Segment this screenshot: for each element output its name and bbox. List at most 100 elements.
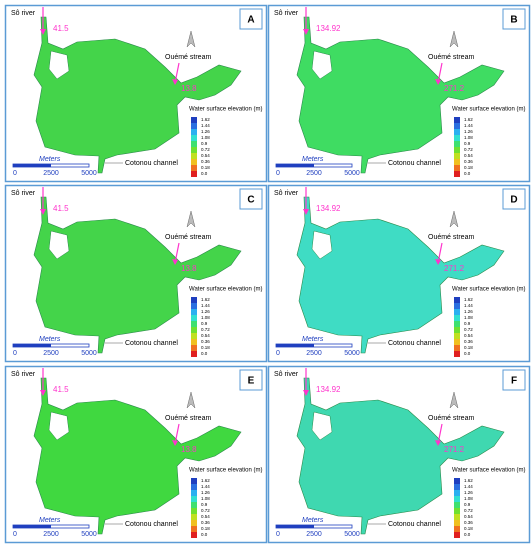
panel-letter: F — [511, 376, 517, 387]
scale-label: 2500 — [43, 350, 59, 357]
legend-title: Water surface elevation (m) — [189, 468, 262, 474]
scale-unit: Meters — [39, 156, 61, 163]
scale-label: 5000 — [81, 531, 97, 538]
legend-label: 0.72 — [201, 327, 210, 332]
legend-label: 0.9 — [201, 141, 208, 146]
legend-label: 0.0 — [201, 351, 208, 356]
legend-label: 0.36 — [464, 159, 473, 164]
legend-swatch — [454, 532, 460, 538]
arrow-head — [40, 390, 46, 396]
scale-label: 2500 — [306, 350, 322, 357]
legend-label: 0.72 — [201, 147, 210, 152]
stream-label: Ouémé stream — [165, 234, 211, 241]
legend-label: 0.72 — [201, 508, 210, 513]
island — [48, 50, 70, 80]
legend-swatch — [454, 159, 460, 165]
legend-swatch — [454, 165, 460, 171]
letter-box — [502, 8, 526, 30]
legend-swatch — [454, 508, 460, 514]
water-body — [33, 377, 242, 535]
water-body — [296, 377, 505, 535]
channel-label: Cotonou channel — [388, 160, 441, 167]
channel-label: Cotonou channel — [125, 160, 178, 167]
arrow-head — [303, 390, 309, 396]
panel-letter: B — [510, 15, 517, 26]
arrow-head — [435, 79, 441, 85]
legend-label: 0.54 — [201, 514, 210, 519]
letter-box — [239, 369, 263, 391]
legend-swatch — [191, 514, 197, 520]
legend-label: 1.62 — [201, 297, 210, 302]
river-label: Sô river — [11, 10, 36, 17]
legend-title: Water surface elevation (m) — [452, 107, 525, 113]
legend-label: 1.08 — [464, 315, 473, 320]
legend-label: 0.18 — [201, 165, 210, 170]
legend-swatch — [454, 123, 460, 129]
island — [311, 50, 333, 80]
legend-label: 1.08 — [464, 135, 473, 140]
legend-label: 0.9 — [464, 321, 471, 326]
legend-swatch — [454, 478, 460, 484]
letter-box — [502, 188, 526, 210]
channel-label: Cotonou channel — [125, 521, 178, 528]
river-value: 41.5 — [53, 385, 69, 394]
river-label: Sô river — [11, 190, 36, 197]
water-body — [296, 196, 505, 354]
legend-label: 1.44 — [464, 123, 473, 128]
legend-swatch — [454, 339, 460, 345]
legend-label: 1.26 — [201, 129, 210, 134]
legend-label: 0.36 — [464, 520, 473, 525]
legend-swatch — [454, 502, 460, 508]
legend-swatch — [191, 153, 197, 159]
legend-label: 0.9 — [201, 321, 208, 326]
legend-swatch — [191, 478, 197, 484]
legend-swatch — [191, 508, 197, 514]
legend-label: 1.44 — [201, 123, 210, 128]
legend-label: 1.08 — [201, 315, 210, 320]
legend-label: 0.36 — [201, 159, 210, 164]
legend-label: 0.36 — [201, 339, 210, 344]
legend-swatch — [454, 333, 460, 339]
scale-label: 5000 — [81, 170, 97, 177]
legend-swatch — [191, 123, 197, 129]
panel-letter: D — [510, 195, 517, 206]
legend-label: 1.44 — [464, 303, 473, 308]
legend-swatch — [191, 303, 197, 309]
river-label: Sô river — [274, 190, 299, 197]
legend-label: 0.54 — [464, 514, 473, 519]
legend-label: 0.0 — [464, 171, 471, 176]
river-value: 134.92 — [316, 204, 341, 213]
arrow-head — [40, 29, 46, 35]
river-value: 41.5 — [53, 24, 69, 33]
legend-swatch — [454, 520, 460, 526]
legend-label: 0.18 — [464, 345, 473, 350]
legend-swatch — [191, 339, 197, 345]
north-arrow — [186, 30, 196, 48]
legend-title: Water surface elevation (m) — [452, 287, 525, 293]
legend-label: 1.62 — [464, 478, 473, 483]
legend-label: 0.0 — [201, 532, 208, 537]
legend-swatch — [191, 117, 197, 123]
legend-label: 0.54 — [464, 153, 473, 158]
legend-label: 1.44 — [201, 303, 210, 308]
legend-swatch — [191, 135, 197, 141]
scale-unit: Meters — [302, 156, 324, 163]
arrow-head — [172, 440, 178, 446]
legend-swatch — [191, 165, 197, 171]
scale-bar-fill — [276, 525, 314, 528]
legend-label: 0.54 — [201, 153, 210, 158]
map-panel: F Sô river 134.92 Ouémé stream 271.2 Cotonou … — [267, 365, 531, 544]
stream-label: Ouémé stream — [428, 54, 474, 61]
legend-label: 1.26 — [201, 490, 210, 495]
scale-bar-fill — [13, 525, 51, 528]
river-label: Sô river — [11, 371, 36, 378]
stream-value: 271.2 — [444, 84, 465, 93]
stream-value: 271.2 — [444, 445, 465, 454]
scale-label: 5000 — [344, 170, 360, 177]
scale-label: 2500 — [306, 531, 322, 538]
legend-label: 0.18 — [464, 526, 473, 531]
legend-label: 0.54 — [464, 333, 473, 338]
legend-label: 0.36 — [464, 339, 473, 344]
panel-letter: A — [247, 15, 254, 26]
legend-swatch — [191, 309, 197, 315]
